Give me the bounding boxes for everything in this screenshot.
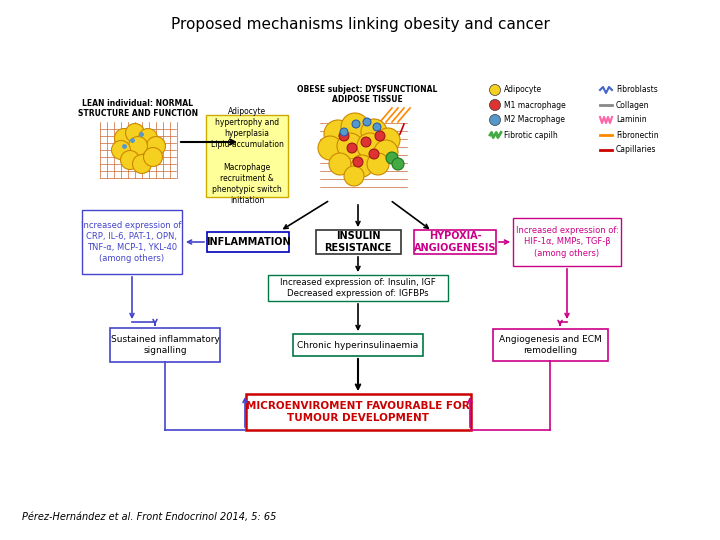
Circle shape <box>375 131 385 141</box>
Text: Chronic hyperinsulinaemia: Chronic hyperinsulinaemia <box>297 341 418 349</box>
Circle shape <box>367 153 389 175</box>
Text: Capillaries: Capillaries <box>616 145 657 154</box>
Circle shape <box>318 136 342 160</box>
FancyBboxPatch shape <box>492 329 608 361</box>
FancyBboxPatch shape <box>207 232 289 252</box>
FancyBboxPatch shape <box>414 230 496 254</box>
Circle shape <box>361 119 387 145</box>
Circle shape <box>120 151 140 170</box>
Text: Fibroblasts: Fibroblasts <box>616 85 658 94</box>
Text: Pérez-Hernández et al. Front Endocrinol 2014, 5: 65: Pérez-Hernández et al. Front Endocrinol … <box>22 512 276 522</box>
Text: INFLAMMATION: INFLAMMATION <box>206 237 290 247</box>
FancyBboxPatch shape <box>110 328 220 362</box>
Circle shape <box>357 133 383 159</box>
Circle shape <box>374 140 398 164</box>
Circle shape <box>363 118 371 126</box>
Circle shape <box>369 149 379 159</box>
Circle shape <box>324 120 352 148</box>
Circle shape <box>386 152 398 164</box>
Circle shape <box>344 166 364 186</box>
Text: Increased expression of:
CRP, IL-6, PAT-1, OPN,
TNF-α, MCP-1, YKL-40
(among othe: Increased expression of: CRP, IL-6, PAT-… <box>81 221 184 263</box>
FancyBboxPatch shape <box>268 275 448 301</box>
Circle shape <box>351 155 373 177</box>
Text: LEAN individual: NORMAL
STRUCTURE AND FUNCTION: LEAN individual: NORMAL STRUCTURE AND FU… <box>78 99 198 118</box>
Text: Fibronectin: Fibronectin <box>616 131 659 139</box>
Circle shape <box>339 131 349 141</box>
FancyBboxPatch shape <box>246 394 470 430</box>
Circle shape <box>329 153 351 175</box>
FancyBboxPatch shape <box>315 230 400 254</box>
FancyBboxPatch shape <box>82 210 182 274</box>
Text: MICROENVIROMENT FAVOURABLE FOR
TUMOUR DEVELOPMENT: MICROENVIROMENT FAVOURABLE FOR TUMOUR DE… <box>246 401 470 423</box>
Text: Sustained inflammatory
signalling: Sustained inflammatory signalling <box>111 335 220 355</box>
Circle shape <box>132 154 151 173</box>
Text: Proposed mechanisms linking obesity and cancer: Proposed mechanisms linking obesity and … <box>171 17 549 32</box>
Circle shape <box>143 147 163 166</box>
Circle shape <box>490 84 500 96</box>
Text: OBESE subject: DYSFUNCTIONAL
ADIPOSE TISSUE: OBESE subject: DYSFUNCTIONAL ADIPOSE TIS… <box>297 85 437 104</box>
Text: Angiogenesis and ECM
remodelling: Angiogenesis and ECM remodelling <box>499 335 601 355</box>
Text: HYPOXIA-
ANGIOGENESIS: HYPOXIA- ANGIOGENESIS <box>414 231 496 253</box>
Text: INSULIN
RESISTANCE: INSULIN RESISTANCE <box>324 231 392 253</box>
Text: Increased expression of: Insulin, IGF
Decreased expression of: IGFBPs: Increased expression of: Insulin, IGF De… <box>280 278 436 298</box>
Text: M1 macrophage: M1 macrophage <box>504 100 566 110</box>
Circle shape <box>146 137 166 156</box>
Circle shape <box>353 157 363 167</box>
Circle shape <box>373 123 381 131</box>
Text: Fibrotic capilh: Fibrotic capilh <box>504 131 558 139</box>
Circle shape <box>490 114 500 125</box>
Text: Increased expression of:
HIF-1α, MMPs, TGF-β
(among others): Increased expression of: HIF-1α, MMPs, T… <box>516 226 618 258</box>
FancyBboxPatch shape <box>293 334 423 356</box>
Circle shape <box>114 129 133 147</box>
Circle shape <box>490 99 500 111</box>
FancyBboxPatch shape <box>206 115 288 197</box>
Circle shape <box>138 129 158 147</box>
Circle shape <box>352 120 360 128</box>
Text: Adipocyte: Adipocyte <box>504 85 542 94</box>
Text: Laminin: Laminin <box>616 116 647 125</box>
Circle shape <box>341 113 369 141</box>
Text: M2 Macrophage: M2 Macrophage <box>504 116 565 125</box>
Text: Adipocyte
hypertrophy and
hyperplasia
Lipid accumulation

Macrophage
recruitment: Adipocyte hypertrophy and hyperplasia Li… <box>210 107 284 205</box>
Circle shape <box>340 128 348 136</box>
Circle shape <box>361 137 371 147</box>
Circle shape <box>376 128 400 152</box>
Circle shape <box>125 124 145 143</box>
Circle shape <box>392 158 404 170</box>
Circle shape <box>347 143 357 153</box>
Circle shape <box>337 133 363 159</box>
FancyBboxPatch shape <box>513 218 621 266</box>
Circle shape <box>112 140 130 159</box>
Text: Collagen: Collagen <box>616 100 649 110</box>
Circle shape <box>128 137 148 156</box>
